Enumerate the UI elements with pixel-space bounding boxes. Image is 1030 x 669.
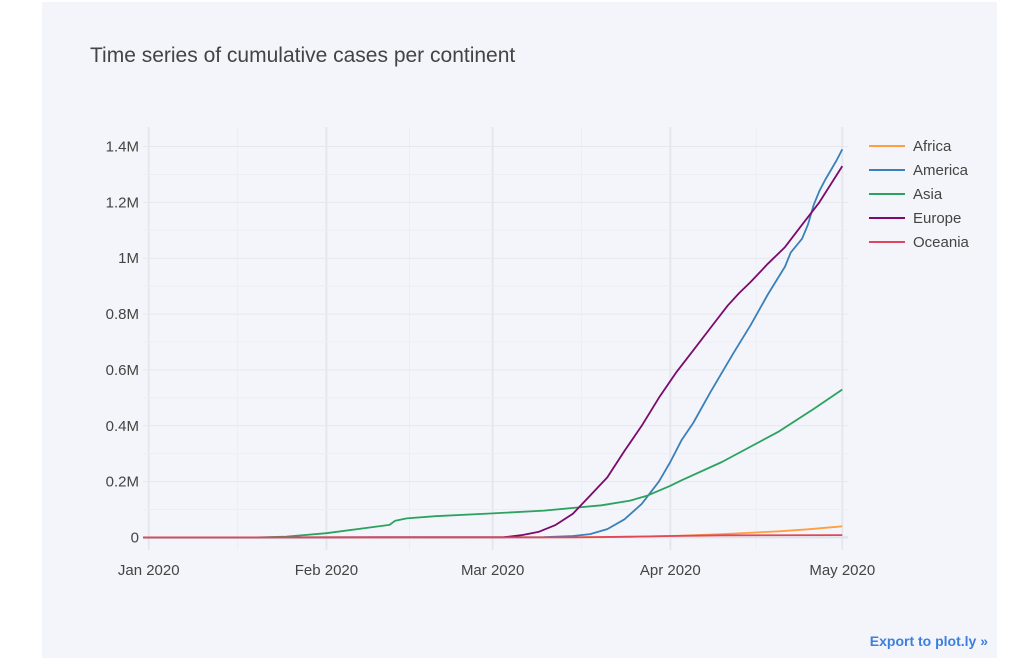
y-tick-label: 1.4M — [106, 139, 139, 156]
y-tick-label: 0.2M — [106, 474, 139, 491]
legend-item-asia[interactable]: Asia — [869, 186, 943, 203]
series-line-europe[interactable] — [142, 165, 844, 539]
y-tick-label: 1M — [118, 250, 139, 267]
legend-label: Asia — [913, 186, 943, 203]
axis-layer: Jan 2020 Feb 2020 Mar 2020 Apr 2020 May 2020… — [106, 139, 876, 579]
series-line-asia[interactable] — [143, 388, 843, 539]
y-tick-label: 0.4M — [106, 418, 139, 435]
legend-label: America — [913, 162, 969, 179]
y-tick-label: 0 — [131, 529, 139, 546]
legend-label: Oceania — [913, 234, 970, 251]
chart-title: Time series of cumulative cases per cont… — [90, 44, 516, 67]
x-tick-label: Feb 2020 — [295, 562, 358, 579]
x-tick-label: Apr 2020 — [640, 562, 701, 579]
y-tick-label: 0.8M — [106, 306, 139, 323]
series-line-oceania[interactable] — [143, 534, 843, 539]
legend-item-africa[interactable]: Africa — [869, 138, 952, 155]
legend-item-oceania[interactable]: Oceania — [869, 234, 970, 251]
y-tick-label: 1.2M — [106, 194, 139, 211]
legend-item-america[interactable]: America — [869, 162, 969, 179]
x-tick-label: Jan 2020 — [118, 562, 180, 579]
legend-item-europe[interactable]: Europe — [869, 210, 961, 227]
legend[interactable]: Africa America Asia Europe Oceania — [869, 138, 970, 251]
chart-panel — [42, 2, 997, 658]
x-tick-label: Mar 2020 — [461, 562, 524, 579]
export-to-plotly-link[interactable]: Export to plot.ly » — [869, 633, 988, 649]
legend-label: Africa — [913, 138, 952, 155]
series-line-america[interactable] — [142, 148, 844, 539]
y-tick-label: 0.6M — [106, 362, 139, 379]
x-tick-label: May 2020 — [809, 562, 875, 579]
series-layer — [142, 148, 844, 539]
legend-label: Europe — [913, 210, 961, 227]
